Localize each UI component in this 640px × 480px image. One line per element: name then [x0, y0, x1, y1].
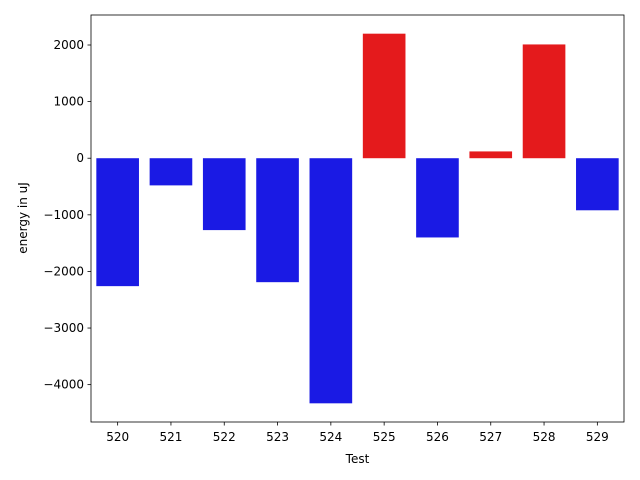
y-axis: −4000 −3000 −2000 −1000 0 1000 2000: [43, 38, 91, 392]
x-tick-label: 525: [373, 430, 396, 444]
x-tick-label: 523: [266, 430, 289, 444]
bar-525: [362, 33, 406, 159]
bar-527: [469, 151, 513, 159]
axes-frame: [90, 14, 625, 423]
y-tick-label: −1000: [43, 208, 84, 222]
x-tick-label: 527: [479, 430, 502, 444]
x-axis-label: Test: [345, 452, 370, 466]
y-tick-label: 2000: [53, 38, 84, 52]
x-tick-label: 522: [213, 430, 236, 444]
bar-520: [96, 158, 139, 287]
bar-529: [576, 158, 619, 211]
x-tick-label: 526: [426, 430, 449, 444]
bar-526: [416, 158, 459, 238]
x-tick-label: 520: [106, 430, 129, 444]
bar-528: [522, 44, 566, 159]
axes-spines: [90, 14, 625, 423]
bars: [96, 33, 619, 404]
x-axis: 520 521 522 523 524 525 526 527 528 529: [106, 422, 609, 444]
bar-521: [149, 158, 193, 186]
y-tick-label: −4000: [43, 378, 84, 392]
x-tick-label: 529: [586, 430, 609, 444]
y-tick-label: −2000: [43, 264, 84, 278]
bar-524: [309, 158, 353, 404]
x-tick-label: 524: [319, 430, 342, 444]
x-tick-label: 528: [533, 430, 556, 444]
y-tick-label: 1000: [53, 95, 84, 109]
bar-523: [256, 158, 299, 283]
y-tick-label: 0: [76, 151, 84, 165]
y-axis-label: energy in uJ: [16, 182, 30, 254]
x-tick-label: 521: [159, 430, 182, 444]
y-tick-label: −3000: [43, 321, 84, 335]
bar-522: [202, 158, 246, 231]
